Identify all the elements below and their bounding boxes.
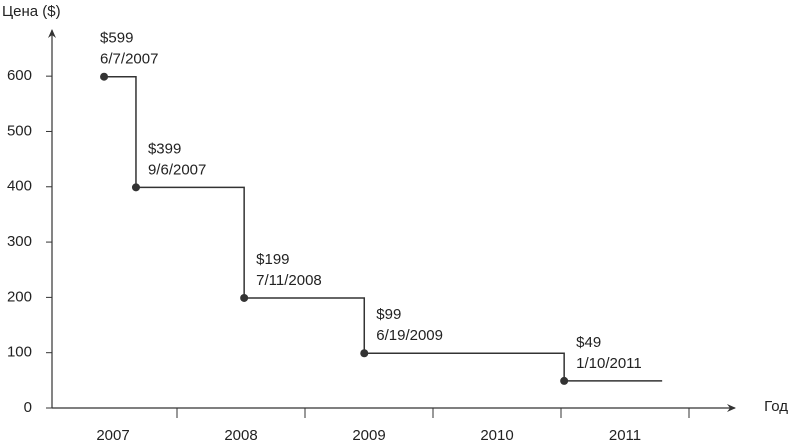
value-label: $99 [376, 306, 401, 323]
date-label: 1/10/2011 [576, 355, 642, 372]
y-axis-label: Цена ($) [2, 3, 61, 20]
point [131, 183, 140, 192]
date-label: 6/7/2007 [100, 51, 158, 68]
date-label: 9/6/2007 [148, 161, 206, 178]
x-category-label: 2008 [224, 427, 257, 444]
value-label: $49 [576, 334, 601, 351]
x-category-label: 2010 [480, 427, 513, 444]
y-tick-label: 100 [7, 344, 32, 361]
y-tick-label: 300 [7, 233, 32, 250]
value-label: $199 [256, 251, 289, 268]
value-label: $599 [100, 30, 133, 47]
y-tick-label: 0 [24, 399, 32, 416]
point [360, 349, 369, 358]
y-tick-label: 200 [7, 288, 32, 305]
y-tick-label: 500 [7, 122, 32, 139]
step-line [104, 75, 663, 382]
x-category-label: 2011 [609, 427, 641, 444]
x-category-label: 2009 [352, 427, 385, 444]
x-category-label: 2007 [96, 427, 129, 444]
date-label: 6/19/2009 [376, 327, 443, 344]
point [560, 376, 569, 385]
date-label: 7/11/2008 [256, 272, 322, 289]
point [240, 293, 249, 302]
x-axis-label: Год [764, 398, 788, 415]
y-tick-label: 600 [7, 67, 32, 84]
value-label: $399 [148, 140, 181, 157]
y-tick-label: 400 [7, 178, 32, 195]
point [100, 72, 109, 81]
